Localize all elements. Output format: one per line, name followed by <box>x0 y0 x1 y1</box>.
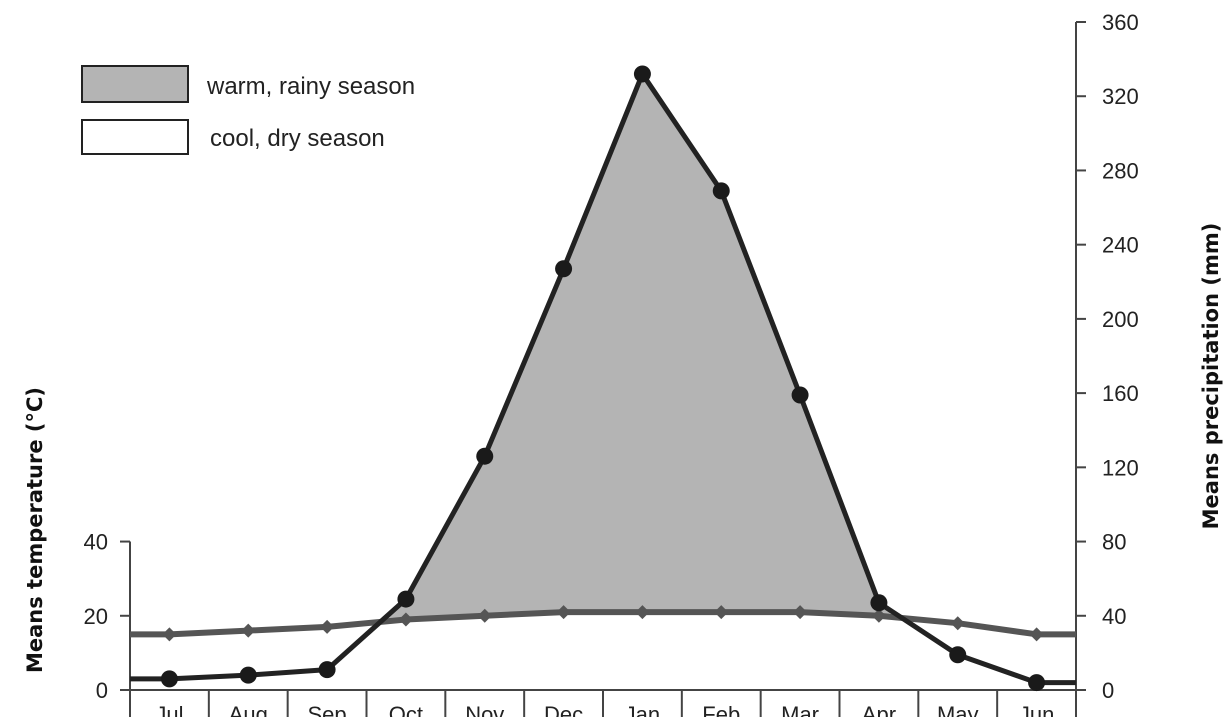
temperature-point <box>1030 627 1044 641</box>
precipitation-point <box>870 594 887 611</box>
y-right-tick-label: 80 <box>1102 530 1126 555</box>
x-tick-label: Oct <box>389 702 423 717</box>
precipitation-point <box>634 65 651 82</box>
x-tick-label: Jul <box>155 702 183 717</box>
x-tick-label: Feb <box>702 702 740 717</box>
precipitation-point <box>792 386 809 403</box>
y-left-tick-label: 0 <box>96 678 108 703</box>
y-left-tick-label: 20 <box>84 604 108 629</box>
x-tick-label: Nov <box>465 702 504 717</box>
precipitation-point <box>949 646 966 663</box>
y-left-axis-title: Means temperature (°C) <box>23 387 47 673</box>
y-right-axis-title: Means precipitation (mm) <box>1199 223 1223 530</box>
x-tick-label: Apr <box>862 702 896 717</box>
y-right-tick-label: 160 <box>1102 381 1139 406</box>
x-tick-label: Aug <box>229 702 268 717</box>
precipitation-point <box>1028 674 1045 691</box>
precipitation-point <box>713 182 730 199</box>
temperature-line <box>130 612 1076 634</box>
x-tick-label: Mar <box>781 702 819 717</box>
y-right-tick-label: 280 <box>1102 158 1139 183</box>
precipitation-point <box>161 670 178 687</box>
y-right-tick-label: 200 <box>1102 307 1139 332</box>
legend-swatch-dry <box>82 120 188 154</box>
y-right-tick-label: 320 <box>1102 84 1139 109</box>
precipitation-point <box>555 260 572 277</box>
legend: warm, rainy season cool, dry season <box>82 66 415 154</box>
x-tick-label: Sep <box>308 702 347 717</box>
temperature-point <box>162 627 176 641</box>
temperature-point <box>951 616 965 630</box>
legend-swatch-rainy <box>82 66 188 102</box>
rainy-season-area <box>380 74 901 622</box>
rainy-season-fill-layer <box>380 74 901 622</box>
precipitation-point <box>476 448 493 465</box>
x-tick-label: Jan <box>625 702 660 717</box>
precipitation-point <box>319 661 336 678</box>
y-left-tick-label: 40 <box>84 530 108 555</box>
y-right-tick-label: 360 <box>1102 10 1139 35</box>
legend-label-rainy: warm, rainy season <box>206 73 415 100</box>
legend-label-dry: cool, dry season <box>210 125 385 152</box>
y-right-tick-label: 120 <box>1102 455 1139 480</box>
precipitation-point <box>397 591 414 608</box>
y-right-tick-label: 0 <box>1102 678 1114 703</box>
y-right-tick-label: 40 <box>1102 604 1126 629</box>
x-tick-label: Jun <box>1019 702 1054 717</box>
temperature-point <box>320 620 334 634</box>
precipitation-point <box>240 667 257 684</box>
y-right-tick-label: 240 <box>1102 233 1139 258</box>
temperature-point <box>241 624 255 638</box>
x-tick-label: May <box>937 702 979 717</box>
x-tick-label: Dec <box>544 702 583 717</box>
